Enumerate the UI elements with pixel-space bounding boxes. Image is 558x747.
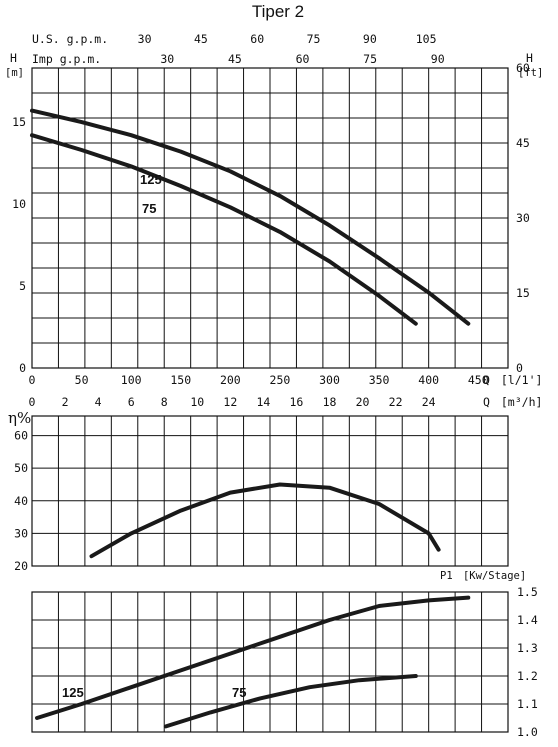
flow-m3h-tick-label: 10 [190,395,204,409]
head-ytick-right-label: 15 [516,286,530,300]
eff-ytick-label: 30 [14,526,28,540]
flow-lmin-tick-label: 350 [369,373,390,387]
power-curve-75 [163,674,418,729]
head-ylabel-unit: [m] [5,67,24,79]
flow-lmin-tick-label: 300 [319,373,340,387]
head-ylabel-right-unit: [ft] [518,67,543,79]
power-axis-p1: P1 [440,570,453,582]
head-ytick-label: 5 [19,279,26,293]
flow-lmin-tick-label: 50 [75,373,89,387]
flow-m3h-tick-label: 24 [422,395,436,409]
imp-gpm-tick-label: 45 [228,52,242,66]
flow-lmin-tick-label: 150 [170,373,191,387]
head-curve-75 [30,133,418,326]
eff-ytick-label: 60 [14,429,28,443]
power-ytick-label: 1.3 [517,641,538,655]
curve-label-75-power: 75 [232,685,246,700]
flow-lmin-tick-label: 250 [270,373,291,387]
flow-axis-label-lmin: Q [l/1'] [483,373,542,387]
power-ytick-label: 1.0 [517,725,538,739]
flow-m3h-tick-label: 2 [62,395,69,409]
flow-m3h-tick-label: 6 [128,395,135,409]
efficiency-ylabel: η% [8,409,31,427]
curve-label-125-head: 125 [140,172,162,187]
flow-m3h-tick-label: 14 [256,395,270,409]
power-curve-125 [35,595,471,720]
flow-axis-q: Q [483,373,490,387]
power-ytick-label: 1.4 [517,613,538,627]
efficiency-curve [89,482,441,559]
flow-lmin-tick-label: 0 [29,373,36,387]
flow-m3h-tick-label: 4 [95,395,102,409]
curve-label-125-power: 125 [62,685,84,700]
head-ytick-label: 15 [12,115,26,129]
imp-gpm-tick-label: 75 [363,52,377,66]
flow-axis-label-m3h: Q [m³/h] [483,395,542,409]
us-gpm-tick-label: 75 [307,32,321,46]
flow-lmin-tick-label: 400 [418,373,439,387]
power-ytick-label: 1.2 [517,669,538,683]
eff-ytick-label: 20 [14,559,28,573]
flow-axis-unit2: [m³/h] [501,395,543,409]
eff-ytick-label: 40 [14,494,28,508]
us-gpm-tick-label: 105 [416,32,437,46]
flow-m3h-tick-label: 22 [389,395,403,409]
us-gpm-tick-label: 60 [250,32,264,46]
imp-gpm-tick-label: 60 [296,52,310,66]
flow-axis-q2: Q [483,395,490,409]
power-ytick-label: 1.1 [517,697,538,711]
flow-lmin-tick-label: 100 [121,373,142,387]
eff-ytick-label: 50 [14,461,28,475]
head-ytick-right-label: 60 [516,61,530,75]
head-ytick-label: 0 [19,361,26,375]
imp-gpm-tick-label: 30 [160,52,174,66]
head-ytick-label: 10 [12,197,26,211]
power-ytick-label: 1.5 [517,585,538,599]
us-gpm-tick-label: 45 [194,32,208,46]
chart-title: Tiper 2 [252,2,304,21]
flow-m3h-tick-label: 18 [323,395,337,409]
power-axis-unit: [Kw/Stage] [463,570,526,582]
flow-m3h-tick-label: 16 [290,395,304,409]
us-gpm-tick-label: 30 [138,32,152,46]
imp-gpm-tick-label: 90 [431,52,445,66]
flow-axis-unit: [l/1'] [501,373,543,387]
head-ylabel-right: H [526,51,533,65]
head-ytick-right-label: 30 [516,211,530,225]
head-ylabel: H [10,51,17,65]
power-axis-label: P1 [Kw/Stage] [440,570,526,582]
curve-label-75-head: 75 [142,201,156,216]
imp-gpm-label: Imp g.p.m. [32,52,101,66]
head-ytick-right-label: 45 [516,136,530,150]
us-gpm-label: U.S. g.p.m. [32,32,108,46]
head-ytick-right-label: 0 [516,361,523,375]
flow-lmin-tick-label: 450 [468,373,489,387]
flow-m3h-tick-label: 8 [161,395,168,409]
us-gpm-tick-label: 90 [363,32,377,46]
flow-lmin-tick-label: 200 [220,373,241,387]
flow-m3h-tick-label: 20 [356,395,370,409]
flow-m3h-tick-label: 12 [223,395,237,409]
flow-m3h-tick-label: 0 [29,395,36,409]
head-curve-125 [30,108,471,326]
